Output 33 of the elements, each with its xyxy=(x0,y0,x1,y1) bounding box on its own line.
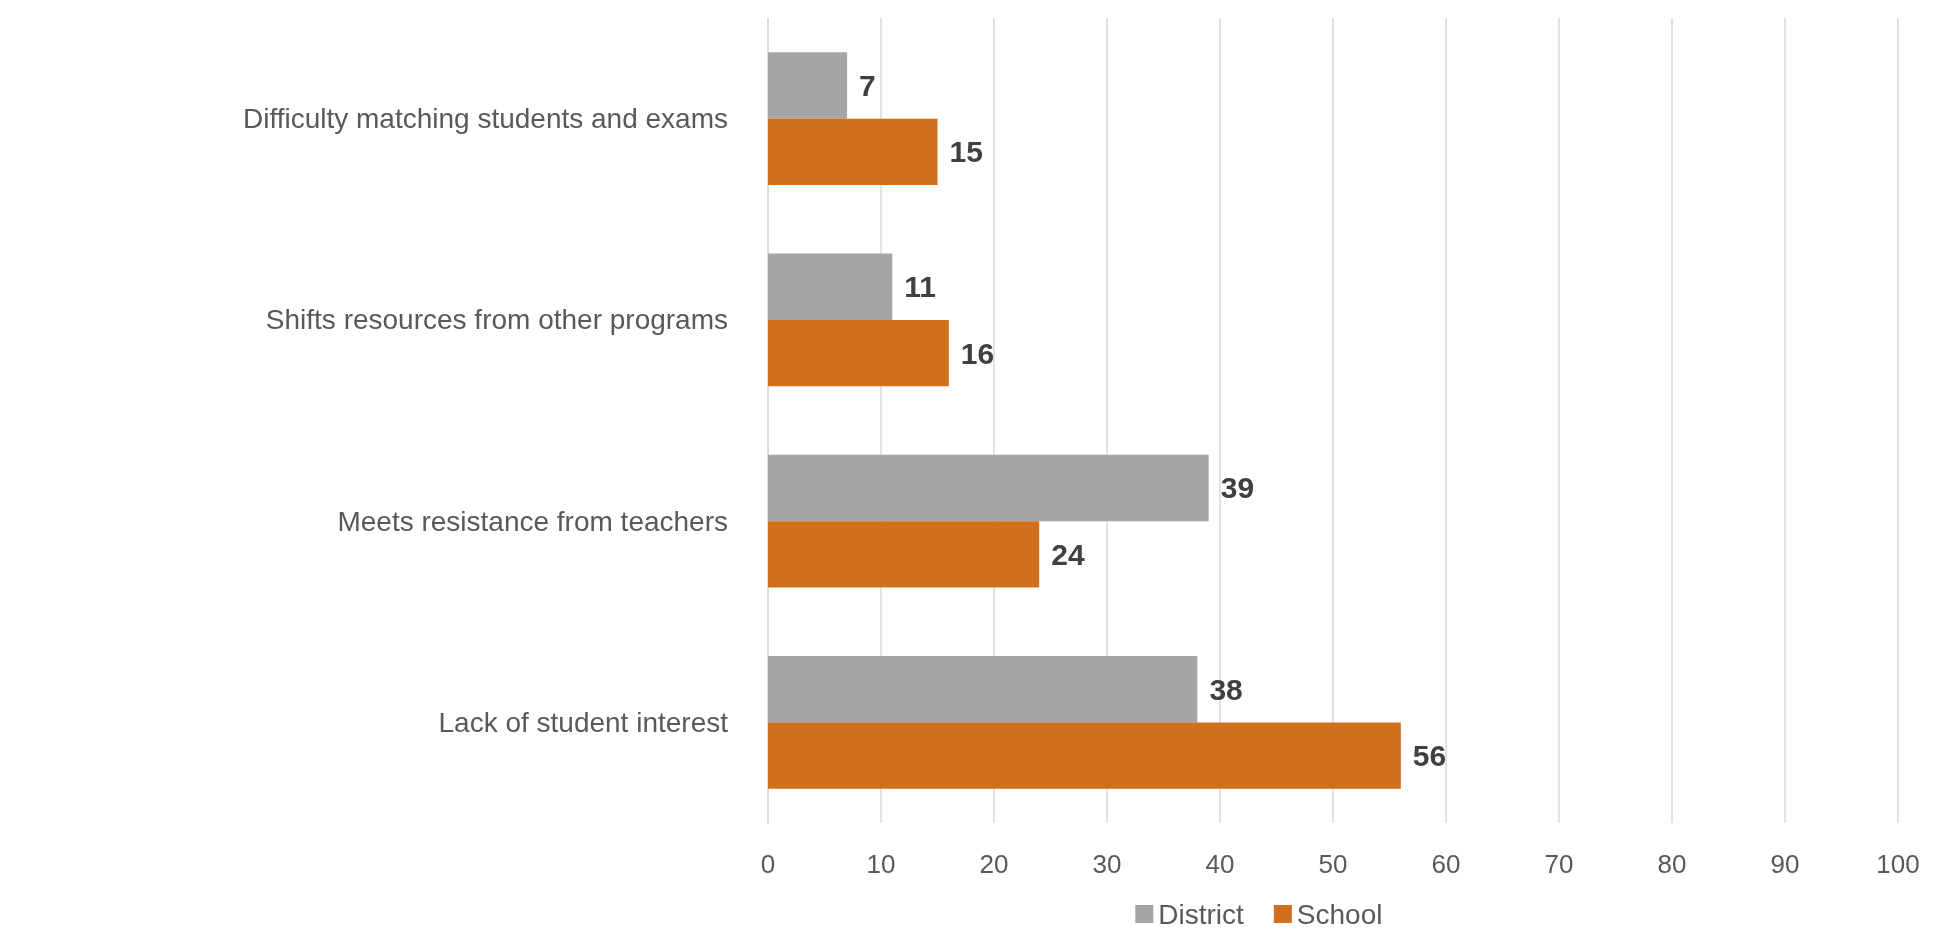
x-tick-label: 40 xyxy=(1205,849,1235,879)
x-tick-label: 80 xyxy=(1657,849,1687,879)
bar xyxy=(768,454,1209,522)
data-label: 39 xyxy=(1220,471,1255,505)
y-tick-label: Lack of student interest xyxy=(438,706,729,738)
legend-label: District xyxy=(1158,898,1245,930)
data-label: 16 xyxy=(960,336,995,370)
bar xyxy=(768,118,938,186)
x-tick-label: 90 xyxy=(1770,849,1800,879)
legend-label: School xyxy=(1296,898,1383,930)
data-label: 38 xyxy=(1209,672,1243,706)
x-tick-label: 0 xyxy=(760,849,776,879)
x-tick-label: 30 xyxy=(1092,849,1122,879)
y-tick-label: Shifts resources from other programs xyxy=(265,304,728,336)
bar xyxy=(768,253,893,320)
bar xyxy=(768,52,848,119)
bar xyxy=(768,319,949,387)
bar xyxy=(768,655,1198,723)
x-tick-label: 100 xyxy=(1876,849,1920,879)
x-tick-label: 60 xyxy=(1431,849,1461,879)
y-tick-label: Meets resistance from teachers xyxy=(337,505,728,537)
data-label: 56 xyxy=(1412,739,1447,773)
bar xyxy=(768,521,1040,588)
x-tick-label: 70 xyxy=(1544,849,1574,879)
data-label: 24 xyxy=(1051,537,1085,571)
y-tick-label: Difficulty matching students and exams xyxy=(242,103,728,135)
data-label: 11 xyxy=(904,270,937,304)
x-tick-label: 10 xyxy=(866,849,896,879)
data-label: 7 xyxy=(859,68,876,102)
bar xyxy=(768,722,1401,789)
x-tick-label: 20 xyxy=(979,849,1009,879)
x-tick-label: 50 xyxy=(1318,849,1348,879)
data-label: 15 xyxy=(949,135,983,169)
